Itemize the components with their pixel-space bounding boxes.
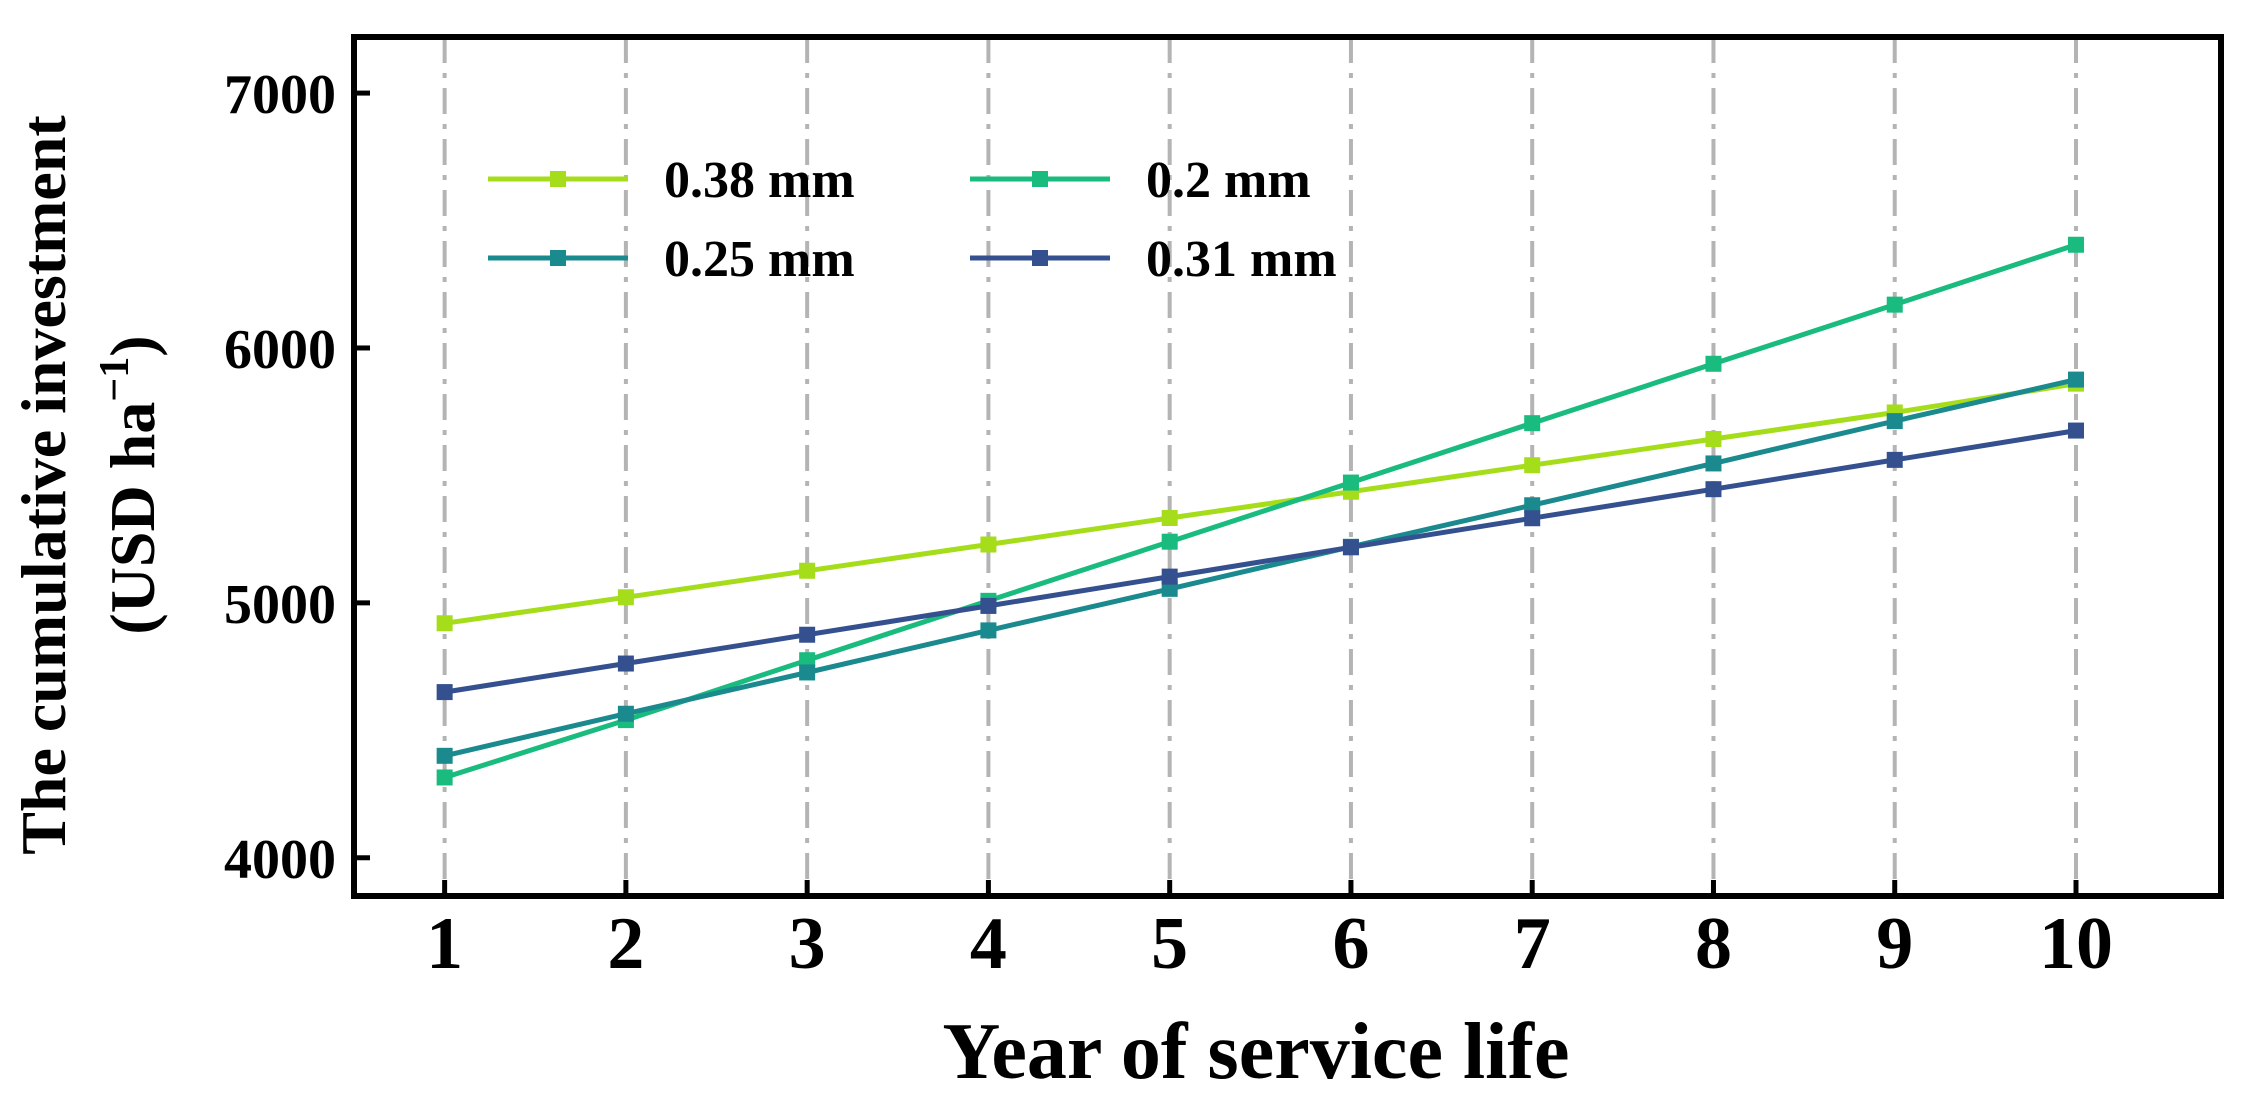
- legend-entry: 0.25 mm: [488, 231, 855, 288]
- series-0_25-mm: [436, 371, 2084, 764]
- x-tick-label: 10: [2039, 903, 2113, 985]
- data-point: [1524, 510, 1541, 527]
- data-point: [2067, 236, 2084, 253]
- series-line: [444, 428, 2077, 695]
- y-axis-unit: (USD ha: [97, 402, 168, 635]
- y-tick-label: 7000: [224, 64, 336, 126]
- data-point: [799, 664, 816, 681]
- legend-label: 0.38 mm: [664, 152, 855, 209]
- data-point: [1886, 413, 1903, 430]
- y-tick-label: 5000: [224, 574, 336, 636]
- x-tick-label: 8: [1695, 903, 1732, 985]
- data-point: [2067, 422, 2084, 439]
- legend: 0.38 mm 0.2 mm 0.25 mm 0.31 mm: [488, 152, 1337, 288]
- data-point: [436, 747, 453, 764]
- data-point: [799, 652, 816, 669]
- x-tick-label: 3: [789, 903, 826, 985]
- legend-marker: [550, 250, 566, 266]
- data-point: [1705, 430, 1722, 447]
- plot-frame: [351, 34, 2224, 899]
- series-line: [444, 377, 2077, 759]
- data-point: [980, 622, 997, 639]
- data-point: [1524, 415, 1541, 432]
- y-axis-unit-exponent: −1: [92, 357, 138, 402]
- legend-marker: [1032, 171, 1048, 187]
- y-tick-label: 4000: [224, 829, 336, 891]
- data-point: [1161, 509, 1178, 526]
- series-0_2-mm: [436, 236, 2084, 786]
- series-line: [443, 242, 2077, 780]
- x-tick-label: 2: [607, 903, 644, 985]
- x-axis-title: Year of service life: [942, 1008, 1569, 1096]
- data-point: [980, 597, 997, 614]
- data-point: [1161, 533, 1178, 550]
- data-point: [1886, 296, 1903, 313]
- series-lines: [436, 236, 2084, 786]
- data-point: [617, 589, 634, 606]
- x-tick-label: 1: [426, 903, 463, 985]
- y-axis-title-line1: The cumulative investment: [8, 115, 79, 855]
- data-point: [799, 626, 816, 643]
- y-axis-title-line2: (USD ha−1): [92, 335, 168, 634]
- x-tick-label: 9: [1876, 903, 1913, 985]
- x-tick-label: 7: [1514, 903, 1551, 985]
- legend-entry: 0.2 mm: [970, 152, 1311, 209]
- legend-label: 0.25 mm: [664, 231, 855, 288]
- series-0_38-mm: [436, 375, 2084, 632]
- data-point: [1342, 539, 1359, 556]
- data-point: [980, 536, 997, 553]
- data-point: [617, 705, 634, 722]
- x-tick-label: 4: [970, 903, 1007, 985]
- axis-ticks: 1 2 3 4 5 6 7 8 9 10 4000 5000 6000 7000: [224, 64, 2113, 985]
- legend-marker: [550, 171, 566, 187]
- data-point: [436, 615, 453, 632]
- data-point: [1161, 568, 1178, 585]
- data-point: [1705, 355, 1722, 372]
- data-point: [1705, 481, 1722, 498]
- legend-entry: 0.31 mm: [970, 231, 1337, 288]
- data-point: [799, 562, 816, 579]
- data-point: [2067, 371, 2084, 388]
- legend-label: 0.2 mm: [1146, 152, 1311, 209]
- data-point: [1886, 451, 1903, 468]
- legend-label: 0.31 mm: [1146, 231, 1337, 288]
- series-line: [444, 381, 2077, 626]
- data-point: [436, 684, 453, 701]
- data-point: [617, 655, 634, 672]
- data-point: [436, 769, 453, 786]
- data-point: [1524, 497, 1541, 514]
- x-tick-label: 6: [1332, 903, 1369, 985]
- legend-entry: 0.38 mm: [488, 152, 855, 209]
- data-point: [1161, 580, 1178, 597]
- y-tick-label: 6000: [224, 319, 336, 381]
- data-point: [1524, 457, 1541, 474]
- x-tick-label: 5: [1151, 903, 1188, 985]
- y-axis-unit-close: ): [97, 335, 168, 356]
- data-point: [1705, 455, 1722, 472]
- data-point: [1342, 474, 1359, 491]
- series-0_31-mm: [436, 422, 2084, 701]
- legend-marker: [1032, 250, 1048, 266]
- y-axis-title: The cumulative investment (USD ha−1): [8, 115, 168, 855]
